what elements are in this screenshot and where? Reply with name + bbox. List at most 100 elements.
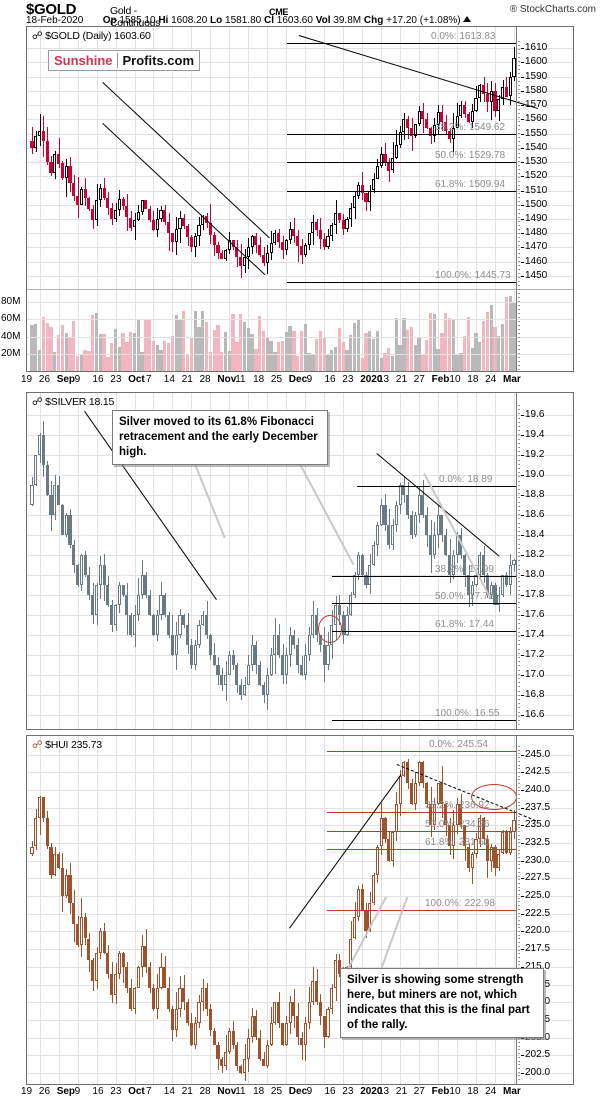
volume-bar <box>436 349 440 371</box>
candlestick-body <box>277 635 281 655</box>
axis-minor-tick <box>518 145 520 146</box>
candlestick-body <box>167 988 171 1010</box>
x-axis-label-top: 9 <box>74 374 81 385</box>
gold-panel[interactable]: 0.0%: 1613.83 38.2%: 1549.62 50.0%: 1529.7… <box>1 26 574 372</box>
axis-minor-tick <box>518 45 520 46</box>
candlestick-body <box>250 236 254 248</box>
candlestick-body <box>447 825 452 847</box>
candlestick-body <box>512 560 516 565</box>
volume-bar <box>500 323 505 371</box>
axis-minor-tick <box>518 648 520 650</box>
candlestick-body <box>353 917 357 939</box>
hui-panel[interactable]: 0.0%: 245.54 38.2%: 236.92 50.0%: 234.26 61… <box>26 735 574 1085</box>
candlestick-body <box>356 555 360 575</box>
x-axis-label-bottom: 19 <box>21 1086 33 1097</box>
candlestick-body <box>75 196 80 205</box>
candlestick-body <box>489 585 493 595</box>
candlestick-wick <box>392 141 394 174</box>
candlestick-body <box>113 605 118 625</box>
axis-tick <box>521 495 524 496</box>
axis-minor-tick <box>518 149 520 150</box>
axis-tick <box>521 162 524 163</box>
hui-annotation-callout: Silver is showing some strength here, bu… <box>340 968 544 1038</box>
gridline-horizontal <box>27 218 573 220</box>
x-axis-label-top: 23 <box>342 374 354 385</box>
axis-minor-tick <box>518 779 520 781</box>
fib-line <box>287 134 517 136</box>
candlestick-body <box>508 565 512 585</box>
axis-minor-tick <box>518 853 520 855</box>
x-axis-gold: 19 26 Sep 9 16 23 Oct 7 14 21 28 Nov 11 18 25 Dec 9 16 23 2… <box>0 374 600 388</box>
candlestick-body <box>375 525 379 545</box>
candlestick-body <box>463 555 467 575</box>
gridline-horizontal <box>27 475 573 476</box>
axis-minor-tick <box>518 189 520 190</box>
x-axis-label-top: 14 <box>163 374 175 385</box>
axis-minor-tick <box>518 760 520 762</box>
candlestick-body <box>497 99 501 111</box>
price-tick-label: 1540 <box>525 141 548 153</box>
stockcharts-brand: ® StockCharts.com <box>509 4 596 15</box>
candlestick-body <box>254 236 258 245</box>
candlestick-body <box>322 238 326 248</box>
volume-bar <box>345 350 349 371</box>
x-axis-label-top: 16 <box>92 374 104 385</box>
axis-tick <box>521 878 524 880</box>
candlestick-wick <box>172 232 174 252</box>
axis-minor-tick <box>518 85 520 86</box>
candlestick-body <box>117 585 121 605</box>
x-axis-label-top: 23 <box>110 374 122 385</box>
candlestick-body <box>421 761 425 783</box>
x-axis-label-top: 19 <box>21 374 33 385</box>
candlestick-body <box>64 874 68 896</box>
fib-line <box>332 576 517 577</box>
axis-minor-tick <box>518 438 520 440</box>
gridline-horizontal <box>27 555 573 556</box>
axis-minor-tick <box>518 812 520 814</box>
candlestick-body <box>330 988 334 1010</box>
gridline-vertical <box>172 27 174 371</box>
fib-line <box>327 830 517 832</box>
axis-minor-tick <box>518 547 520 549</box>
silver-panel[interactable]: 0.0%: 18.89 38.2%: 17.99 50.0%: 17.72 61.8%… <box>26 392 574 730</box>
axis-minor-tick <box>518 568 520 570</box>
candlestick-body <box>284 655 288 675</box>
price-tick-label: 1600 <box>525 56 548 68</box>
axis-minor-tick <box>518 842 520 844</box>
candlestick-body <box>258 1037 262 1059</box>
candlestick-body <box>189 237 193 248</box>
candlestick-body <box>129 217 133 228</box>
candlestick-body <box>265 253 269 264</box>
volume-bar <box>314 339 319 371</box>
volume-bar <box>148 320 152 371</box>
candlestick-body <box>216 1044 220 1059</box>
x-axis-label-bottom: 10 <box>449 1086 461 1097</box>
axis-minor-tick <box>518 305 520 306</box>
gridline-vertical <box>457 736 459 1084</box>
candlestick-body <box>406 761 410 783</box>
candlestick-body <box>269 243 273 254</box>
axis-minor-tick <box>518 801 520 803</box>
candlestick-body <box>504 575 508 585</box>
candlestick-body <box>447 555 452 575</box>
volume-bar <box>129 331 133 371</box>
candlestick-body <box>497 595 501 605</box>
gridline-vertical <box>495 393 496 729</box>
axis-minor-tick <box>518 964 520 966</box>
gridline-vertical <box>343 393 345 729</box>
axis-minor-tick <box>518 1067 520 1069</box>
volume-bar <box>136 318 140 371</box>
candlestick-body <box>269 1023 273 1045</box>
axis-minor-tick <box>518 345 520 346</box>
axis-minor-tick <box>518 531 520 532</box>
candlestick-body <box>375 846 379 875</box>
volume-bar <box>508 295 512 371</box>
gridline-vertical <box>305 27 307 371</box>
axis-minor-tick <box>518 790 520 792</box>
candlestick-body <box>231 1030 235 1045</box>
candlestick-body <box>125 206 129 218</box>
candlestick-body <box>406 119 410 128</box>
axis-minor-tick <box>518 518 520 520</box>
gridline-volume <box>27 319 573 321</box>
candlestick-body <box>83 189 87 198</box>
